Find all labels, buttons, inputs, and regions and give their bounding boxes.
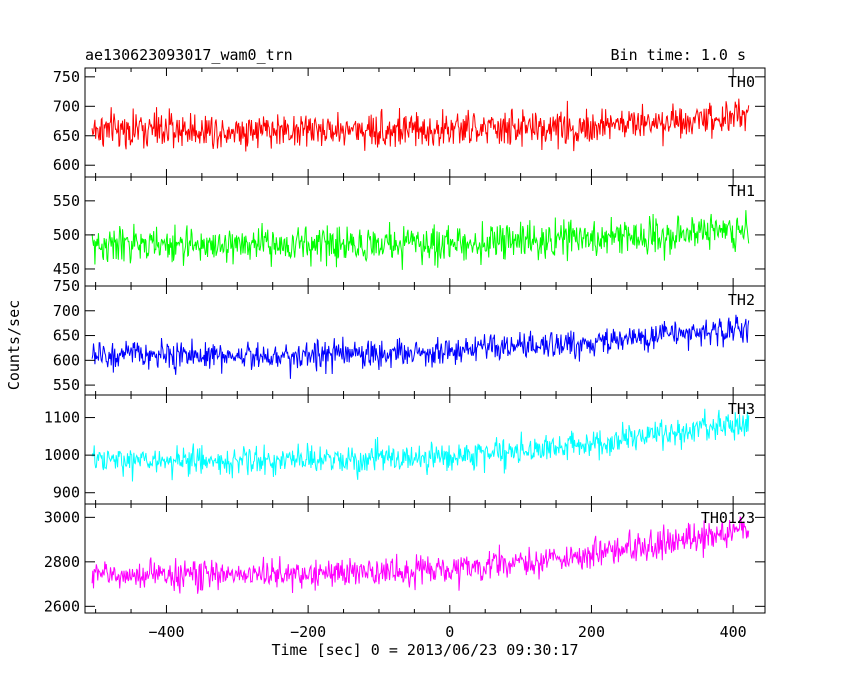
series-line-th0123 (91, 516, 750, 594)
bin-time-label: Bin time: 1.0 s (611, 46, 746, 64)
panel-th0123: 2600 2800 3000 TH0123 (44, 503, 766, 615)
y-axis-label: Counts/sec (5, 300, 23, 390)
x-tick-label: 400 (720, 623, 747, 641)
panel-label-th1: TH1 (728, 182, 755, 200)
y-tick-label: 900 (53, 484, 80, 502)
chart-title: ae130623093017_wam0_trn (85, 46, 293, 64)
panel-frame (84, 285, 766, 396)
y-tick-label: 700 (53, 302, 80, 320)
y-tick-label: 550 (53, 192, 80, 210)
panel-th2: 550 600 650 700 750 TH2 (53, 277, 766, 396)
y-tick-label: 700 (53, 97, 80, 115)
x-tick-label: 0 (445, 623, 454, 641)
x-tick-label: −400 (148, 623, 184, 641)
panel-th0: 600 650 700 750 TH0 (53, 67, 766, 178)
y-tick-label: 750 (53, 68, 80, 86)
y-tick-label: 600 (53, 156, 80, 174)
panel-label-th2: TH2 (728, 291, 755, 309)
series-line-th2 (91, 314, 750, 379)
y-tick-label: 3000 (44, 508, 80, 526)
panel-label-th3: TH3 (728, 400, 755, 418)
y-tick-label: 600 (53, 351, 80, 369)
y-tick-label: 1000 (44, 446, 80, 464)
y-tick-label: 450 (53, 260, 80, 278)
y-tick-label: 550 (53, 376, 80, 394)
y-tick-label: 2800 (44, 553, 80, 571)
panel-label-th0123: TH0123 (701, 509, 755, 527)
x-tick-label: 200 (578, 623, 605, 641)
series-line-th0 (91, 98, 750, 152)
panels: 600 650 700 750 TH0 450 500 550 TH1 550 600 650 700 7… (44, 67, 766, 641)
series-line-th1 (91, 210, 750, 270)
y-tick-label: 2600 (44, 597, 80, 615)
x-tick-label: −200 (290, 623, 326, 641)
panel-label-th0: TH0 (728, 73, 755, 91)
series-line-th3 (91, 408, 750, 482)
y-tick-label: 750 (53, 277, 80, 295)
y-tick-label: 1100 (44, 409, 80, 427)
panel-th3: 900 1000 1100 TH3 (44, 394, 766, 505)
y-tick-label: 650 (53, 127, 80, 145)
y-tick-label: 500 (53, 226, 80, 244)
panel-frame (84, 503, 766, 614)
y-tick-label: 650 (53, 327, 80, 345)
x-axis-label: Time [sec] 0 = 2013/06/23 09:30:17 (271, 641, 578, 659)
panel-th1: 450 500 550 TH1 (53, 176, 766, 287)
